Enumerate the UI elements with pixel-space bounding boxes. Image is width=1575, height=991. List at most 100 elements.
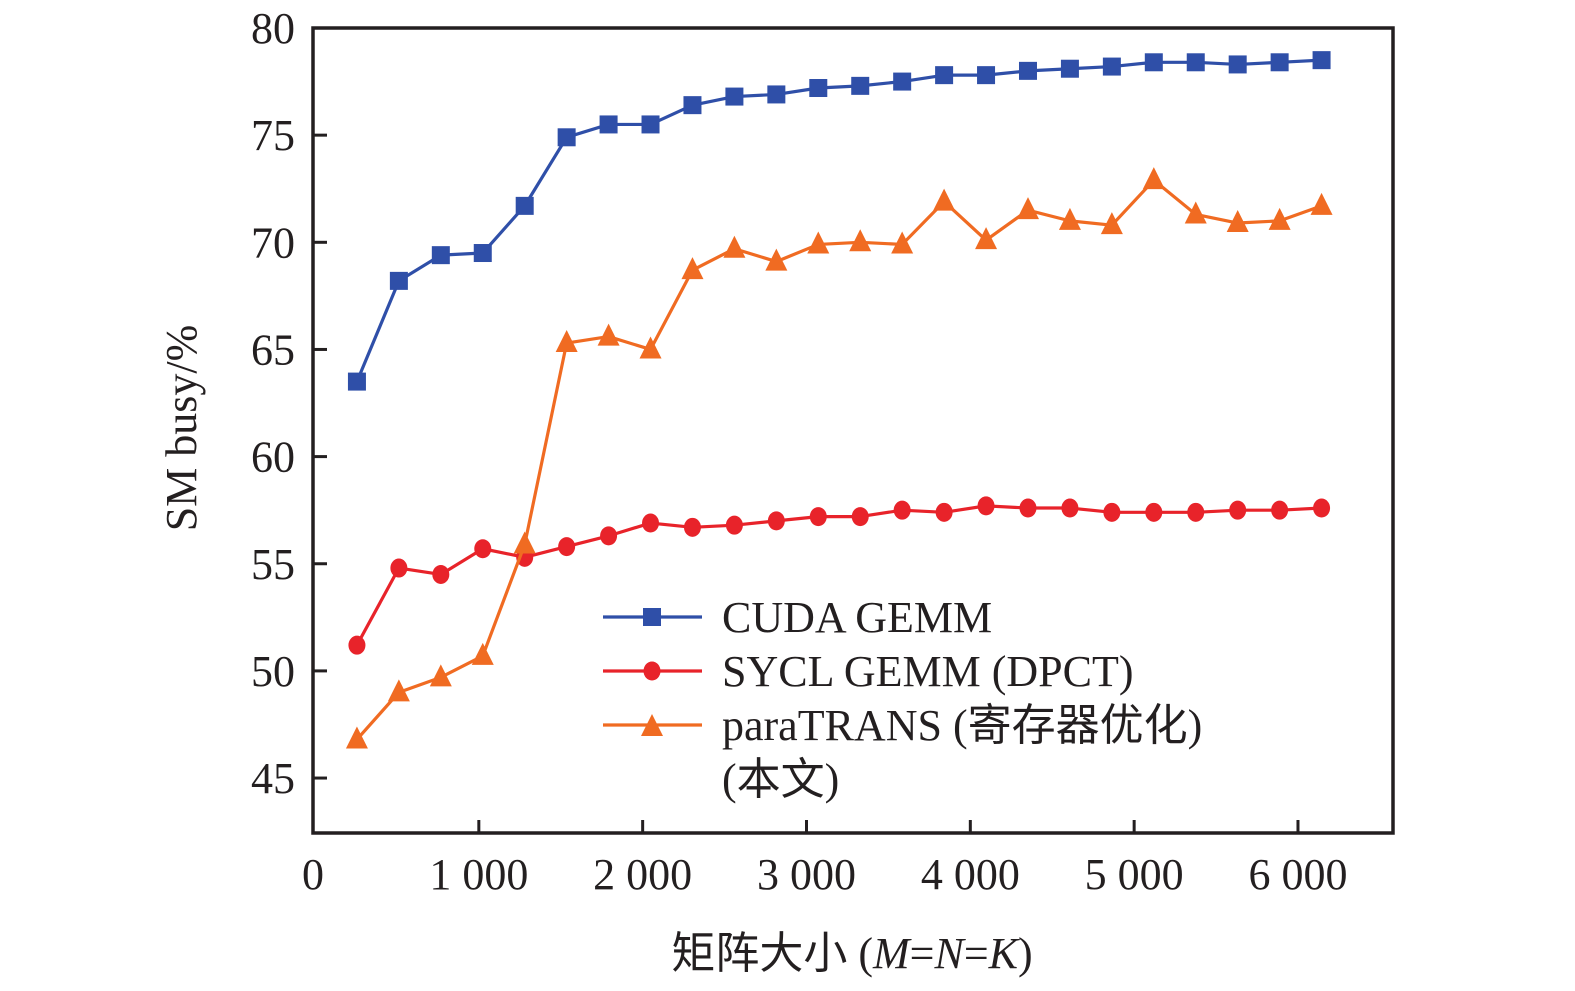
- legend-label: CUDA GEMM: [722, 593, 992, 642]
- data-point: [641, 115, 660, 134]
- data-point: [809, 507, 827, 527]
- data-point: [1018, 61, 1037, 80]
- data-point: [1268, 207, 1291, 230]
- legend-marker: [643, 661, 661, 681]
- series-line: [355, 58, 1322, 383]
- data-point: [1016, 197, 1039, 220]
- data-point: [1103, 502, 1121, 522]
- data-point: [1228, 55, 1247, 74]
- x-axis-title-eq2: =: [964, 929, 989, 978]
- data-point: [1100, 212, 1123, 235]
- data-point: [1058, 207, 1081, 230]
- data-point: [975, 227, 998, 250]
- data-point: [639, 336, 662, 359]
- data-point: [1102, 57, 1121, 76]
- x-axis-title-k: K: [988, 929, 1021, 978]
- x-tick-label: 1 000: [429, 850, 528, 899]
- x-tick-label: 6 000: [1248, 850, 1347, 899]
- legend-label-line2: (本文): [722, 755, 839, 804]
- x-tick-label: 0: [302, 850, 324, 899]
- data-point: [725, 87, 744, 106]
- data-point: [347, 372, 366, 391]
- legend: CUDA GEMM SYCL GEMM (DPCT) paraTRANS (寄存器优…: [603, 593, 1202, 804]
- data-point: [473, 244, 492, 263]
- plot-frame: [311, 26, 1395, 835]
- data-point: [431, 246, 450, 265]
- data-point: [1226, 210, 1249, 233]
- legend-marker: [641, 714, 663, 736]
- data-point: [1061, 498, 1079, 518]
- data-point: [1310, 192, 1333, 215]
- data-point: [600, 526, 618, 546]
- legend-label: paraTRANS (寄存器优化): [722, 701, 1202, 750]
- data-point: [474, 539, 492, 559]
- data-point: [893, 72, 912, 91]
- data-point: [597, 323, 620, 346]
- y-tick-label: 55: [251, 540, 295, 589]
- data-point: [390, 558, 408, 578]
- x-tick-label: 2 000: [593, 850, 692, 899]
- data-point: [1312, 51, 1331, 70]
- data-point: [1019, 498, 1037, 518]
- data-point: [515, 196, 534, 215]
- y-tick-label: 65: [251, 325, 295, 374]
- data-point: [513, 531, 536, 554]
- data-point: [642, 513, 660, 533]
- data-point: [765, 248, 788, 271]
- data-point: [387, 679, 410, 702]
- y-axis-ticks: 45 50 55 60 65 70 75 80: [251, 4, 327, 803]
- x-axis-title-prefix: 矩阵大小 (: [671, 929, 873, 978]
- data-point: [849, 229, 872, 252]
- data-point: [1144, 53, 1163, 72]
- x-axis-title-eq1: =: [910, 929, 935, 978]
- data-point: [1145, 502, 1163, 522]
- data-point: [1270, 53, 1289, 72]
- legend-marker: [643, 608, 661, 626]
- x-axis-ticks: 0 1 000 2 000 3 000 4 000 5 000 6 000: [302, 820, 1347, 899]
- data-point: [1060, 59, 1079, 78]
- data-point: [683, 96, 702, 115]
- data-point: [557, 128, 576, 147]
- data-point: [723, 235, 746, 258]
- data-point: [933, 188, 956, 211]
- series-circle: [348, 496, 1331, 655]
- data-point: [891, 231, 914, 254]
- data-point: [935, 502, 953, 522]
- data-point: [893, 500, 911, 520]
- data-point: [555, 330, 578, 353]
- x-axis-title-suffix: ): [1018, 929, 1033, 978]
- y-axis-title: SM busy/%: [157, 325, 206, 532]
- legend-item: CUDA GEMM: [603, 593, 992, 642]
- data-point: [1142, 167, 1165, 190]
- data-point: [725, 515, 743, 535]
- data-point: [977, 66, 996, 85]
- data-point: [558, 537, 576, 557]
- legend-item: paraTRANS (寄存器优化) (本文): [603, 701, 1202, 804]
- data-point: [977, 496, 995, 516]
- series-triangle: [345, 167, 1333, 749]
- x-tick-label: 4 000: [921, 850, 1020, 899]
- y-tick-label: 80: [251, 4, 295, 53]
- x-axis-title-m: M: [872, 929, 912, 978]
- legend-item: SYCL GEMM (DPCT): [603, 647, 1134, 696]
- data-point: [599, 115, 618, 134]
- data-point: [767, 511, 785, 531]
- x-tick-label: 5 000: [1085, 850, 1184, 899]
- data-point: [471, 642, 494, 665]
- data-point: [1313, 498, 1331, 518]
- data-point: [389, 271, 408, 290]
- data-point: [1229, 500, 1247, 520]
- data-point: [348, 635, 366, 655]
- series-layer: [345, 51, 1333, 749]
- data-point: [851, 507, 869, 527]
- data-point: [681, 257, 704, 280]
- y-tick-label: 45: [251, 754, 295, 803]
- data-point: [429, 664, 452, 687]
- data-point: [1187, 502, 1205, 522]
- data-point: [345, 726, 368, 749]
- data-point: [851, 76, 870, 95]
- y-tick-label: 70: [251, 218, 295, 267]
- legend-label: SYCL GEMM (DPCT): [722, 647, 1134, 696]
- x-axis-title: 矩阵大小 (M=N=K): [671, 929, 1032, 978]
- series-square: [347, 51, 1331, 391]
